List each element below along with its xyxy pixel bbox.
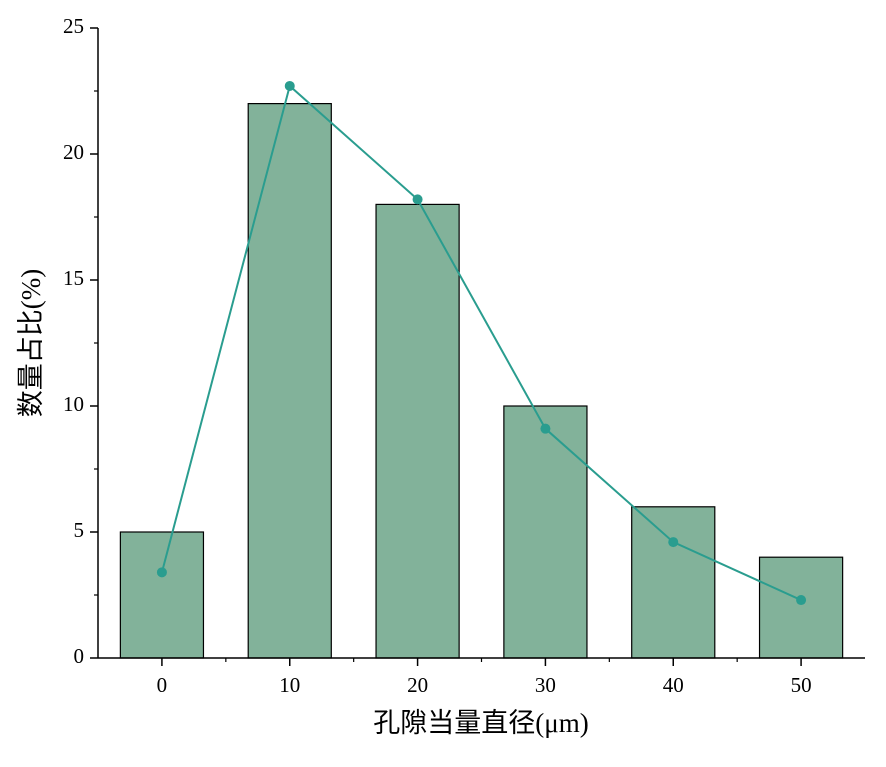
bar (631, 506, 716, 659)
x-tick-label: 40 (663, 673, 684, 697)
x-tick-label: 0 (157, 673, 168, 697)
bar (375, 203, 460, 659)
x-tick-label: 50 (791, 673, 812, 697)
bar (758, 556, 844, 659)
line (160, 84, 802, 601)
x-tick-label: 20 (407, 673, 428, 697)
bar (119, 531, 205, 659)
point (412, 194, 423, 205)
point (284, 80, 295, 91)
y-tick-label: 25 (63, 14, 84, 38)
bar (247, 102, 332, 659)
x-tick-label: 10 (279, 673, 300, 697)
y-axis-title: 数量占比(%) (16, 269, 46, 417)
y-tick-label: 10 (63, 392, 84, 416)
x-tick-label: 30 (535, 673, 556, 697)
x-axis-title: 孔隙当量直径(μm) (373, 708, 588, 738)
y-tick-label: 0 (74, 644, 85, 668)
point (668, 537, 679, 548)
point (796, 595, 807, 606)
point (156, 567, 167, 578)
y-tick-label: 5 (74, 518, 85, 542)
y-tick-label: 20 (63, 140, 84, 164)
bar (503, 405, 588, 659)
point (540, 423, 551, 434)
y-tick-label: 15 (63, 266, 84, 290)
